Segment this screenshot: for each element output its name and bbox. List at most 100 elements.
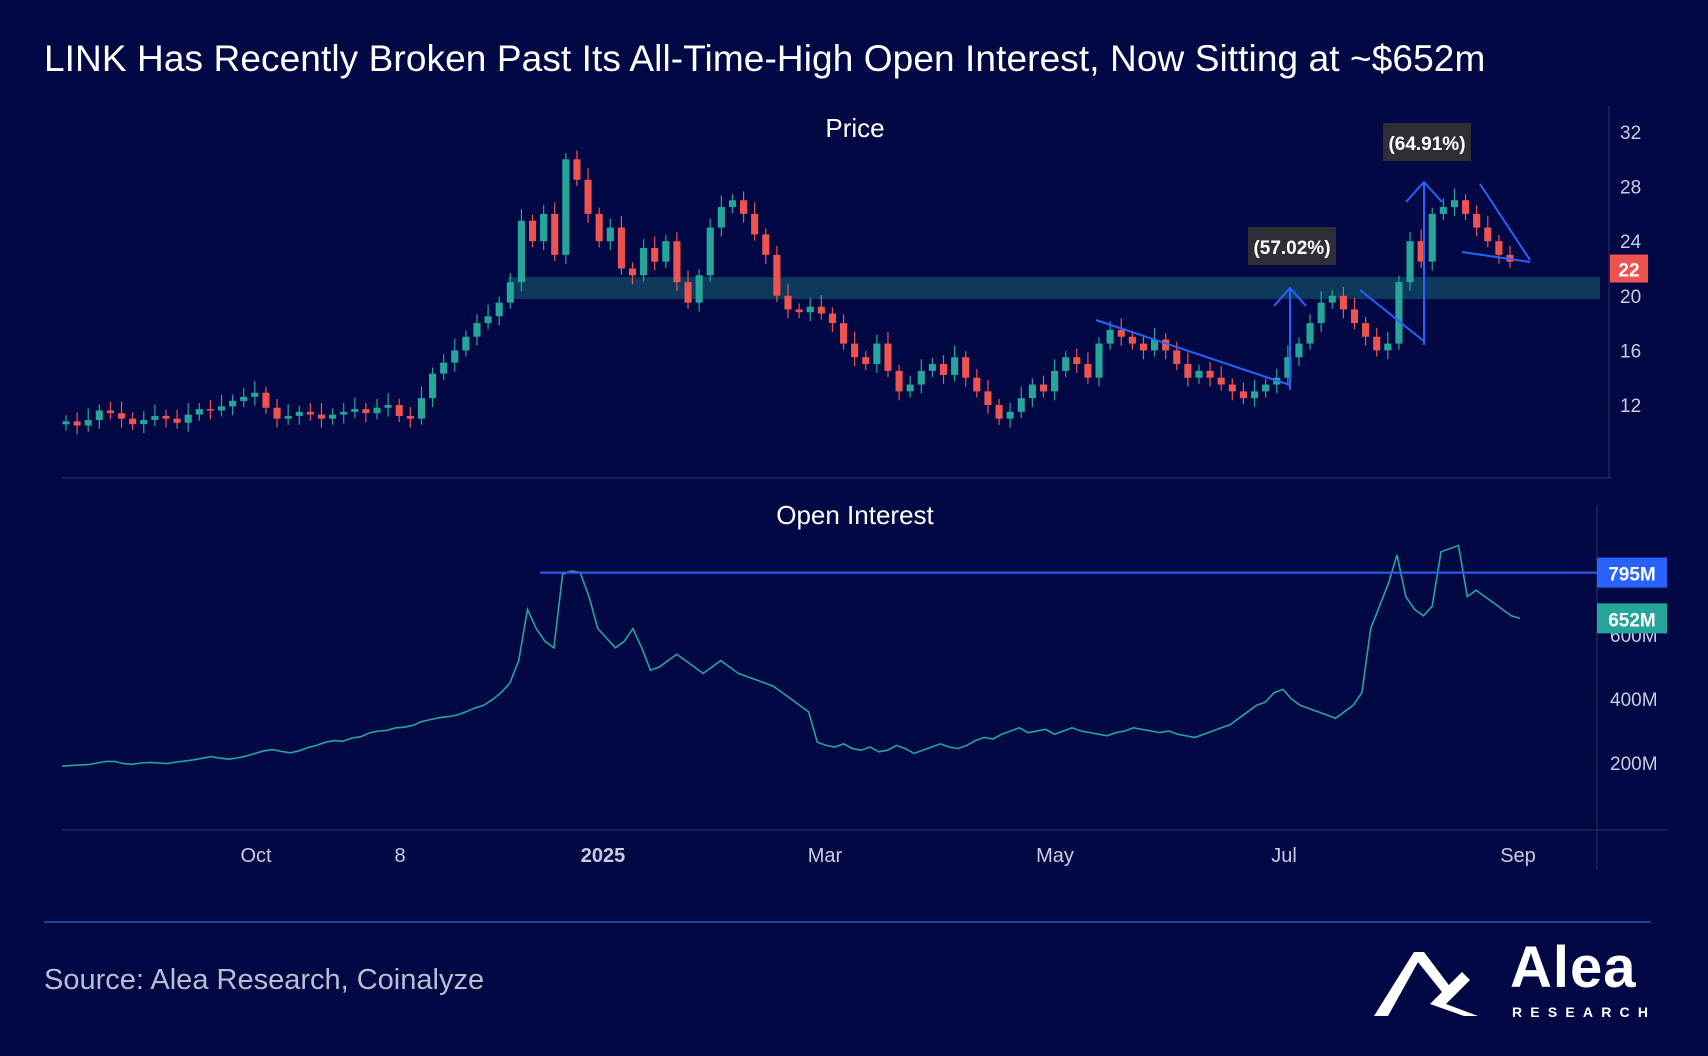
candle-body — [806, 306, 814, 313]
candle-body — [740, 200, 748, 214]
candle-body — [406, 415, 414, 419]
candle-body — [917, 370, 925, 385]
candle-body — [817, 306, 825, 314]
candle-body — [728, 200, 737, 208]
candle-body — [606, 227, 614, 242]
candle-body — [73, 421, 81, 426]
candle-body — [284, 415, 292, 419]
candle-body — [551, 213, 559, 255]
candle-body — [1295, 343, 1303, 358]
price-tick-label: 16 — [1620, 341, 1641, 362]
price-panel-title: Price — [825, 113, 884, 143]
candle-body — [1028, 384, 1036, 399]
candle-body — [528, 220, 537, 242]
candle-body — [1473, 213, 1481, 228]
candle-body — [962, 357, 970, 378]
candle-body — [517, 220, 525, 283]
candle-body — [417, 398, 426, 419]
candle-body — [106, 410, 114, 414]
candle-body — [762, 234, 770, 255]
candle-body — [751, 213, 759, 235]
candle-body — [317, 414, 326, 419]
x-tick-label: Oct — [240, 845, 272, 867]
candle-body — [995, 405, 1003, 419]
x-tick-label: 8 — [394, 845, 405, 867]
candle-body — [973, 377, 981, 392]
candle-body — [1228, 384, 1236, 392]
resistance-zone — [508, 277, 1600, 299]
candle-body — [206, 409, 214, 411]
oi-last-badge — [1597, 603, 1667, 634]
candle-body — [1062, 357, 1070, 371]
arrow-57-head-icon — [1273, 286, 1307, 307]
candle-body — [506, 282, 514, 303]
candle-body — [1484, 227, 1492, 242]
flag-line — [1359, 289, 1426, 343]
candle-body — [862, 357, 870, 365]
candle-body — [473, 323, 481, 337]
pct-label-bg — [1383, 123, 1471, 161]
candle-body — [95, 410, 103, 421]
candle-body — [873, 343, 881, 365]
candle-body — [173, 418, 181, 423]
candle-body — [229, 400, 237, 407]
candle-body — [640, 248, 648, 276]
pct-label: (57.02%) — [1253, 238, 1330, 259]
candle-body — [1195, 370, 1203, 378]
candle-body — [1073, 357, 1081, 365]
candle-body — [428, 373, 437, 399]
candle-body — [1039, 384, 1048, 392]
candle-body — [795, 309, 803, 313]
candle-body — [140, 420, 148, 425]
candle-body — [1317, 302, 1325, 324]
candle-body — [395, 405, 403, 416]
candle-body — [651, 248, 659, 262]
candle-body — [1495, 241, 1503, 255]
candle-body — [1206, 370, 1214, 378]
candle-body — [1450, 200, 1459, 208]
candle-body — [584, 179, 592, 214]
candle-body — [1150, 339, 1159, 351]
trendline — [1095, 319, 1291, 386]
candle-body — [1350, 309, 1359, 324]
last-price-label: 22 — [1618, 261, 1639, 282]
candle-body — [1262, 384, 1270, 392]
candle-body — [1362, 323, 1370, 337]
candle-body — [1162, 339, 1170, 351]
candle-body — [617, 227, 625, 269]
candle-body — [362, 409, 370, 414]
price-tick-label: 32 — [1620, 123, 1641, 144]
logo-word: Alea — [1510, 935, 1637, 1000]
logo-subtitle: RESEARCH — [1512, 1004, 1657, 1020]
candle-body — [684, 282, 692, 303]
candle-body — [1173, 350, 1181, 365]
arrow-65-head-icon — [1405, 180, 1443, 203]
candle-body — [373, 407, 381, 414]
candle-body — [595, 213, 603, 242]
candle-body — [1051, 370, 1059, 392]
candle-body — [906, 384, 914, 392]
candle-body — [562, 159, 570, 255]
candle-body — [1417, 241, 1425, 262]
price-panel: Price 12 16 20 24 28 32 22 (57.02%) (64.91%) — [62, 105, 1648, 479]
candle-body — [1128, 336, 1136, 344]
candle-body — [340, 411, 348, 415]
candle-body — [295, 411, 303, 416]
candle-body — [1462, 200, 1470, 214]
candle-body — [695, 275, 703, 303]
ath-badge — [1597, 557, 1667, 588]
candle-body — [1384, 343, 1392, 351]
oi-last-label: 652M — [1608, 610, 1656, 631]
candle-body — [839, 323, 848, 344]
candle-body — [706, 227, 714, 276]
candle-body — [1428, 213, 1436, 262]
oi-tick-label: 200M — [1610, 754, 1658, 775]
pct-label-bg — [1248, 227, 1336, 265]
alea-logo-mark-icon — [1374, 952, 1478, 1016]
chart-canvas: Price 12 16 20 24 28 32 22 (57.02%) (64.91%) Op… — [61, 105, 1668, 870]
candle-body — [1439, 207, 1447, 214]
candle-body — [440, 362, 448, 374]
candle-body — [828, 313, 836, 324]
x-tick-label: Jul — [1271, 845, 1297, 867]
candle-body — [773, 254, 781, 296]
